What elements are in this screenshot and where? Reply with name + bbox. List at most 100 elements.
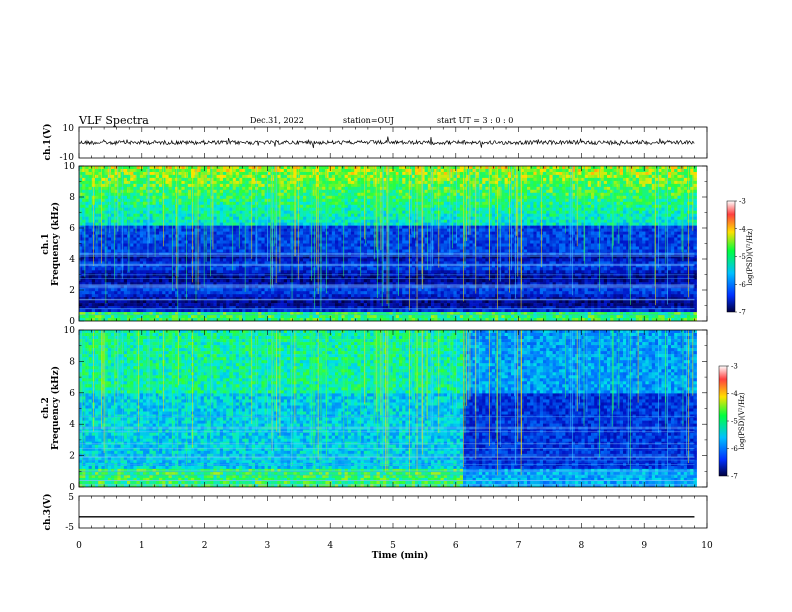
spectrogram-cell <box>104 186 109 191</box>
spectrogram-cell <box>85 213 89 217</box>
spectrogram-cell <box>357 213 361 217</box>
spectrogram-cell <box>661 172 665 176</box>
spectrogram-cell <box>597 166 601 170</box>
spectrogram-cell <box>683 186 688 191</box>
spectrogram-cell <box>155 195 160 200</box>
spectrogram-cell <box>495 169 499 173</box>
spectrogram-cell <box>559 195 563 200</box>
spectrogram-cell <box>229 231 233 235</box>
spectrogram-cell <box>351 180 355 185</box>
spectrogram-cell <box>373 195 377 200</box>
spectrogram-cell <box>603 183 608 188</box>
spectrogram-cell <box>456 210 461 214</box>
spectrogram-cell <box>152 210 157 214</box>
spectrogram-cell <box>562 210 566 214</box>
spectrogram-cell <box>203 219 208 223</box>
spectrogram-cell <box>495 213 499 217</box>
spectrogram-cell <box>370 192 374 197</box>
spectrogram-cell <box>325 166 329 170</box>
spectrogram-cell <box>168 189 173 194</box>
spectrogram-cell <box>437 234 441 238</box>
spectrogram-cell <box>232 198 237 203</box>
spectrogram-cell <box>171 237 176 241</box>
spectrogram-cell <box>351 228 355 232</box>
spectrogram-cell <box>171 172 176 176</box>
spectrogram-cell <box>555 204 560 209</box>
spectrogram-cell <box>639 180 643 185</box>
spectrogram-cell <box>482 186 486 191</box>
spectrogram-cell <box>495 172 499 176</box>
spectrogram-cell <box>581 192 585 197</box>
spectrogram-cell <box>322 204 326 209</box>
spectrogram-cell <box>242 198 246 203</box>
spectrogram-cell <box>255 216 259 220</box>
spectrogram-cell <box>123 234 128 238</box>
spectrogram-cell <box>485 219 489 223</box>
spectrogram-cell <box>287 237 291 241</box>
spectrogram-cell <box>347 210 352 214</box>
spectrogram-cell <box>79 180 83 185</box>
spectrogram-cell <box>258 237 262 241</box>
spectrogram-cell <box>437 174 441 179</box>
spectrogram-cell <box>168 207 173 211</box>
spectrogram-cell <box>239 183 243 188</box>
spectrogram-cell <box>453 225 457 229</box>
spectrogram-cell <box>530 210 534 214</box>
spectrogram-cell <box>181 195 185 200</box>
spectrogram-cell <box>168 228 173 232</box>
spectrogram-cell <box>373 210 377 214</box>
spectrogram-cell <box>626 186 630 191</box>
spectrogram-cell <box>459 201 464 206</box>
spectrogram-cell <box>450 237 454 241</box>
spectrogram-cell <box>287 213 291 217</box>
spectrogram-cell <box>283 216 288 220</box>
spectrogram-cell <box>357 192 361 197</box>
spectrogram-cell <box>251 192 256 197</box>
spectrogram-cell <box>223 228 227 232</box>
spectrogram-cell <box>645 166 649 170</box>
spectrogram-cell <box>578 183 582 188</box>
spectrogram-cell <box>171 169 176 173</box>
spectrogram-cell <box>264 177 269 182</box>
spectrogram-cell <box>88 225 93 229</box>
spectrogram-cell <box>546 177 550 182</box>
spectrogram-cell <box>447 177 451 182</box>
spectrogram-cell <box>511 204 515 209</box>
spectrogram-cell <box>82 219 86 223</box>
spectrogram-cell <box>111 172 115 176</box>
spectrogram-cell <box>357 210 361 214</box>
spectrogram-cell <box>594 228 598 232</box>
spectrogram-cell <box>373 201 377 206</box>
spectrogram-cell <box>683 183 688 188</box>
spectrogram-cell <box>667 198 672 203</box>
spectrogram-cell <box>639 195 643 200</box>
spectrogram-cell <box>315 225 320 229</box>
spectrogram-cell <box>584 198 589 203</box>
spectrogram-cell <box>207 198 211 203</box>
spectrogram-cell <box>239 172 243 176</box>
spectrogram-cell <box>335 169 339 173</box>
spectrogram-cell <box>594 213 598 217</box>
spectrogram-cell <box>357 198 361 203</box>
spectrogram-cell <box>459 237 464 241</box>
spectrogram-cell <box>411 192 416 197</box>
spectrogram-cell <box>527 219 531 223</box>
spectrogram-cell <box>511 172 515 176</box>
spectrogram-cell <box>258 195 262 200</box>
spectrogram-cell <box>565 166 569 170</box>
spectrogram-cell <box>213 180 217 185</box>
spectrogram-cell <box>674 169 678 173</box>
spectrogram-cell <box>88 240 93 244</box>
spectrogram-cell <box>552 204 557 209</box>
spectrogram-cell <box>98 222 102 226</box>
spectrogram-cell <box>453 237 457 241</box>
spectrogram-cell <box>527 222 531 226</box>
spectrogram-cell <box>232 225 237 229</box>
spectrogram-cell <box>315 172 320 176</box>
spectrogram-cell <box>405 198 409 203</box>
spectrogram-cell <box>357 204 361 209</box>
spectrogram-cell <box>629 213 633 217</box>
spectrogram-cell <box>82 210 86 214</box>
spectrogram-cell <box>399 169 403 173</box>
spectrogram-cell <box>216 172 221 176</box>
